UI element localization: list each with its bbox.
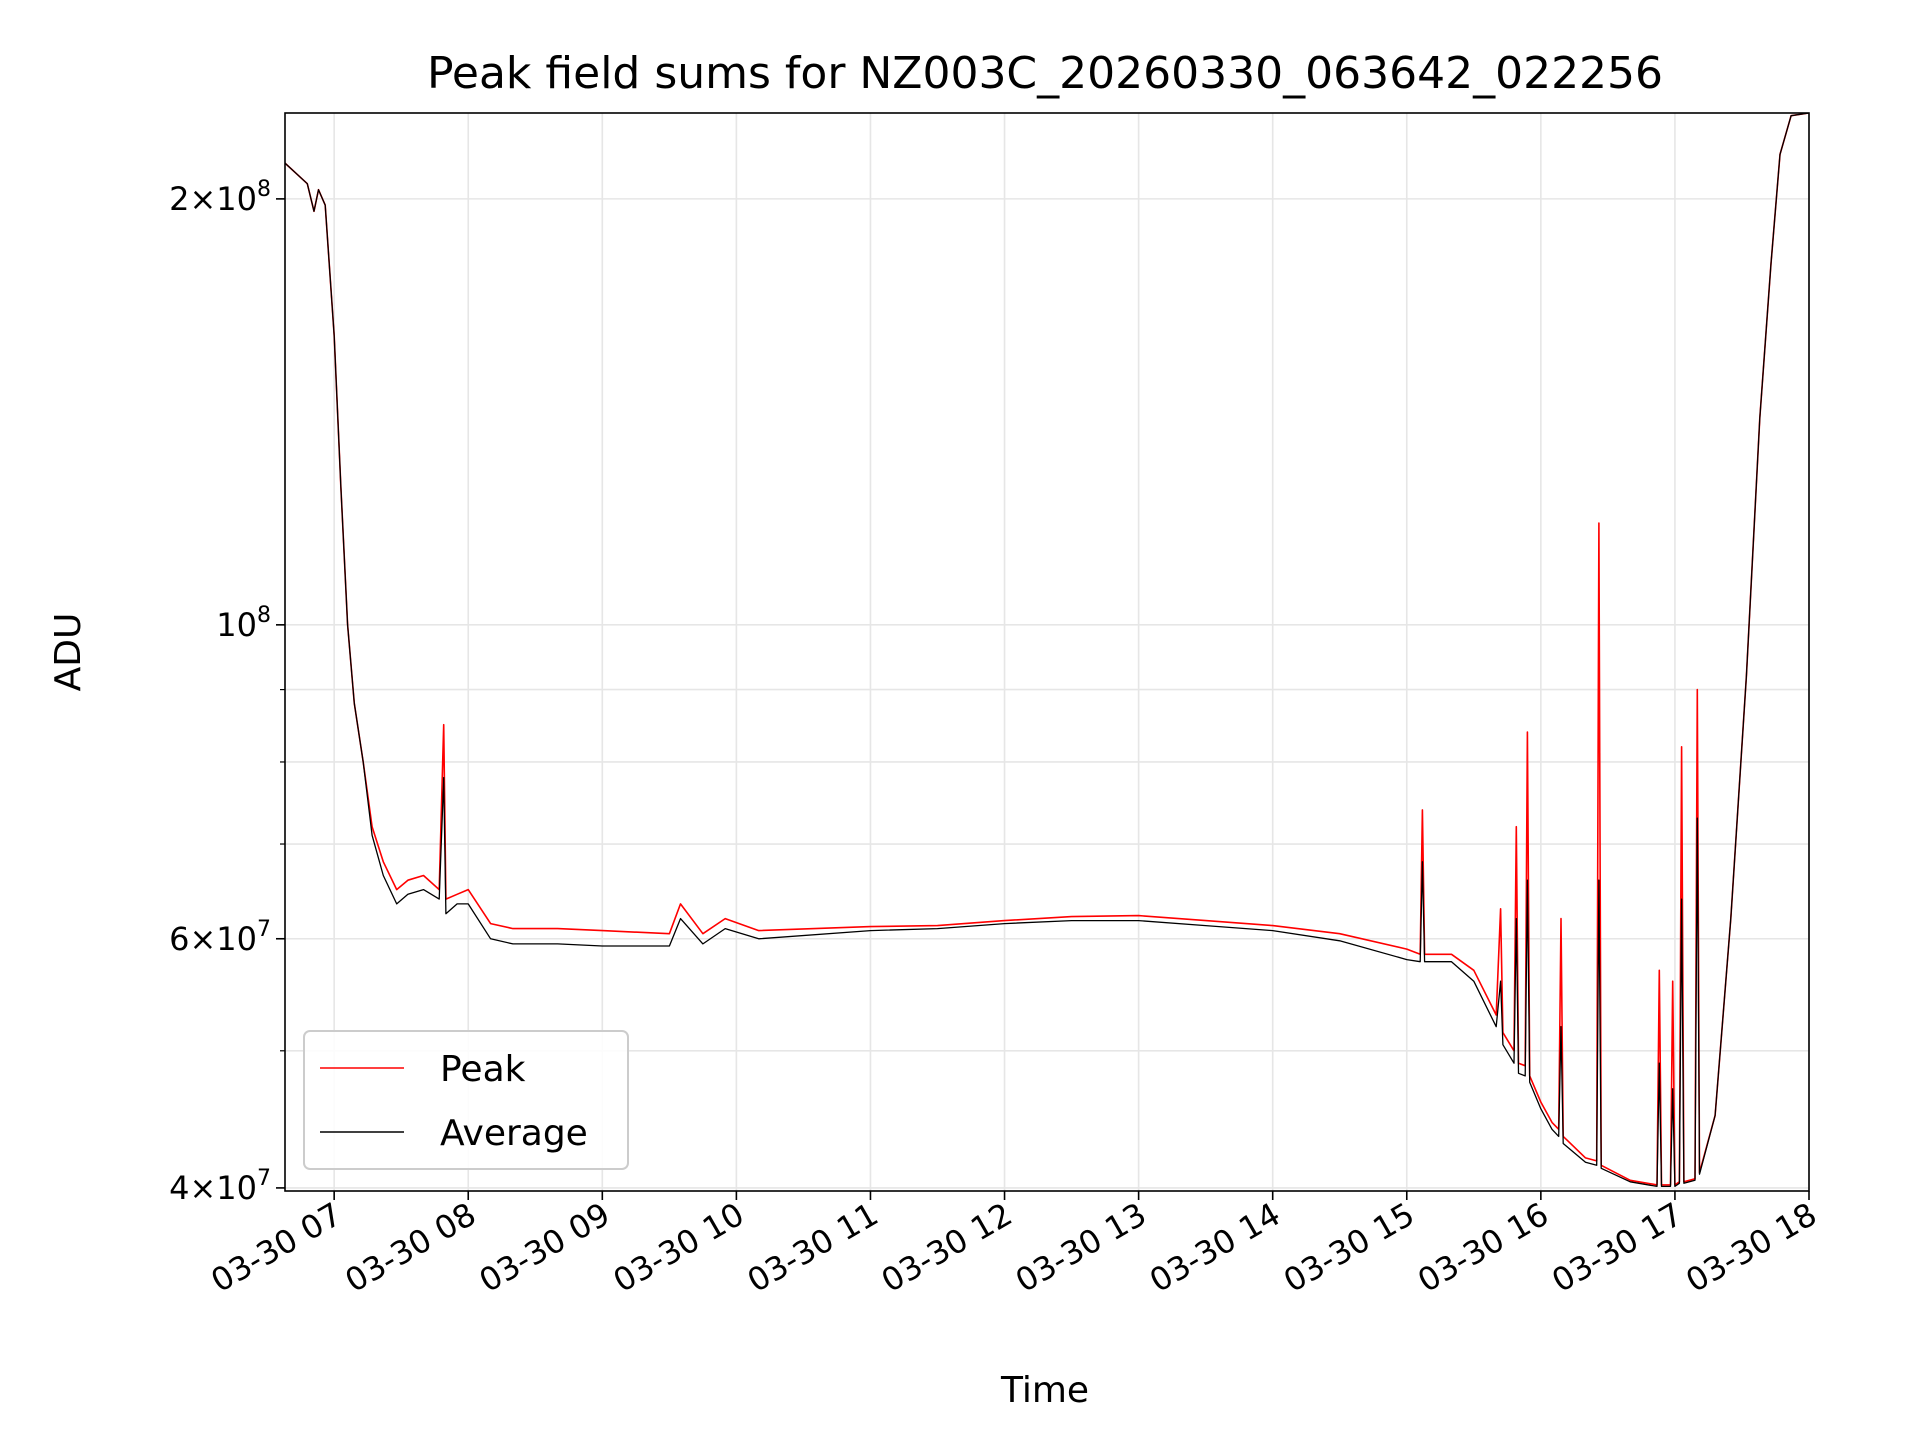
chart-title: Peak field sums for NZ003C_20260330_0636… (427, 48, 1663, 99)
legend: Peak Average (303, 1030, 629, 1170)
y-axis: 108 2×108 6×107 4×107 (169, 177, 285, 1207)
y-tick-label: 6×107 (169, 917, 271, 958)
x-axis-label: Time (1000, 1370, 1089, 1411)
y-tick-label: 2×108 (169, 177, 271, 218)
series-line-average (285, 113, 1809, 1188)
series-layer (285, 113, 1809, 1188)
y-tick-label: 108 (216, 603, 271, 644)
grid-lines (285, 113, 1810, 1191)
series-line-peak (285, 113, 1809, 1186)
plot-frame (284, 112, 1810, 1192)
y-tick-label: 4×107 (169, 1166, 271, 1207)
legend-label-peak: Peak (440, 1049, 526, 1090)
y-axis-label: ADU (48, 613, 89, 692)
legend-box (303, 1030, 629, 1170)
legend-label-average: Average (440, 1113, 588, 1154)
